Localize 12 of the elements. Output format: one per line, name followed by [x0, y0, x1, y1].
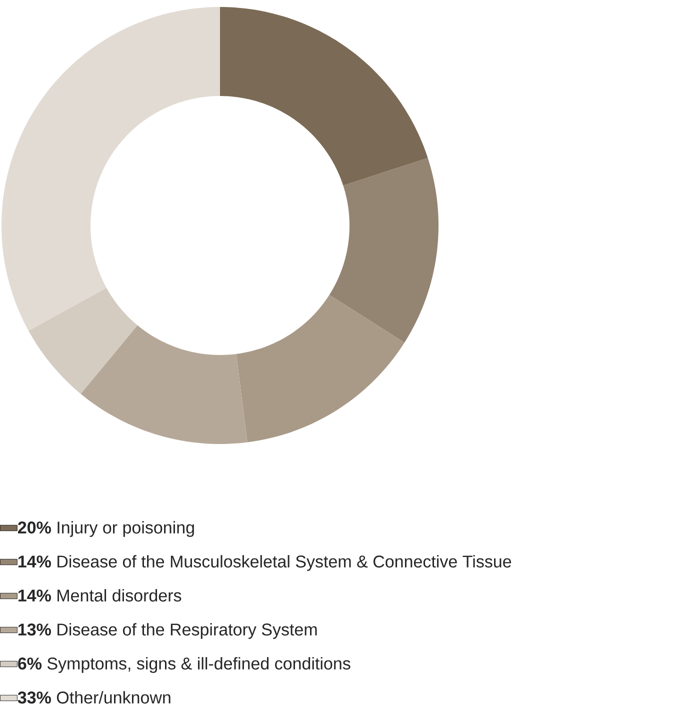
data-label: 6%	[18, 658, 42, 670]
legend-label: Symptoms, signs & ill-defined conditions	[47, 657, 350, 673]
legend-label: Mental disorders	[58, 589, 182, 602]
legend-label: Other/unknown	[56, 691, 170, 704]
data-label: 13%	[18, 624, 51, 636]
data-label: 33%	[18, 692, 51, 704]
data-label: 20%	[18, 522, 51, 534]
legend-label: Disease of the Musculoskeletal System & Connective Tissue	[58, 555, 512, 571]
data-label: 14%	[18, 556, 51, 568]
legend-label: Injury or poisoning	[58, 521, 194, 537]
legend-label: Disease of the Respiratory System	[58, 623, 317, 639]
data-label: 14%	[18, 590, 51, 602]
